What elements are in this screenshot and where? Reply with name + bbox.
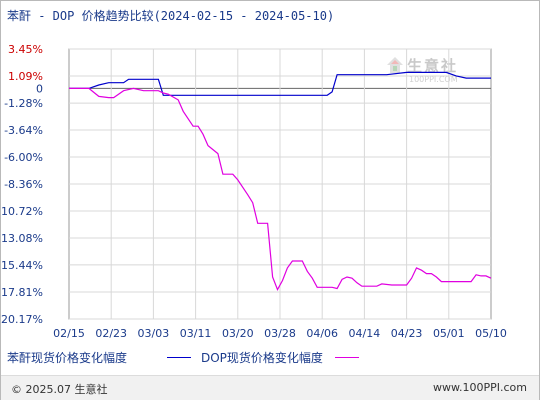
legend-swatch-dop bbox=[335, 357, 359, 358]
x-tick-label: 03/11 bbox=[180, 327, 212, 340]
house-logo-icon bbox=[387, 57, 403, 73]
y-tick-label: -13.08% bbox=[1, 232, 43, 245]
footer-bar: © 2025.07 生意社 www.100PPI.com bbox=[1, 375, 539, 400]
line-chart: 3.45% 1.09%0 -1.28% -3.64% -6.00% -8.36% -10.7… bbox=[1, 43, 507, 340]
footer-site-link[interactable]: www.100PPI.com bbox=[433, 381, 527, 394]
y-tick-label: -15.44% bbox=[1, 259, 43, 272]
x-tick-label: 05/10 bbox=[475, 327, 507, 340]
logo-url: 100PPI.COM bbox=[409, 75, 458, 84]
y-tick-label: 3.45% bbox=[8, 43, 43, 56]
series-line-phthalic bbox=[69, 71, 491, 96]
x-tick-label: 02/23 bbox=[95, 327, 127, 340]
x-tick-label: 04/23 bbox=[391, 327, 423, 340]
y-tick-label: -17.81% bbox=[1, 286, 43, 299]
x-tick-label: 04/06 bbox=[306, 327, 338, 340]
logo-text: 生意社 bbox=[407, 57, 459, 75]
x-tick-label: 03/20 bbox=[222, 327, 254, 340]
chart-title: 苯酐 - DOP 价格趋势比较(2024-02-15 - 2024-05-10) bbox=[7, 9, 335, 23]
legend-label-dop: DOP现货价格变化幅度 bbox=[201, 351, 323, 365]
y-tick-label: -10.72% bbox=[1, 205, 43, 218]
y-tick-label: -6.00% bbox=[4, 151, 43, 164]
legend-swatch-phthalic bbox=[167, 357, 191, 358]
y-tick-label: 0 bbox=[36, 82, 43, 95]
legend-label-phthalic: 苯酐现货价格变化幅度 bbox=[7, 351, 128, 365]
x-tick-label: 05/01 bbox=[433, 327, 465, 340]
y-tick-label: -1.28% bbox=[4, 97, 43, 110]
x-tick-label: 04/14 bbox=[349, 327, 381, 340]
footer-copyright: © 2025.07 生意社 bbox=[11, 383, 108, 396]
x-tick-label: 02/15 bbox=[53, 327, 85, 340]
watermark-logo: 生意社 100PPI.COM bbox=[385, 55, 495, 85]
series-line-dop bbox=[69, 87, 492, 292]
y-tick-label: -20.17% bbox=[1, 313, 43, 326]
y-tick-label: 1.09% bbox=[8, 70, 43, 83]
x-tick-label: 03/28 bbox=[264, 327, 296, 340]
y-tick-label: -3.64% bbox=[4, 124, 43, 137]
y-tick-label: -8.36% bbox=[4, 178, 43, 191]
x-tick-label: 03/03 bbox=[138, 327, 170, 340]
